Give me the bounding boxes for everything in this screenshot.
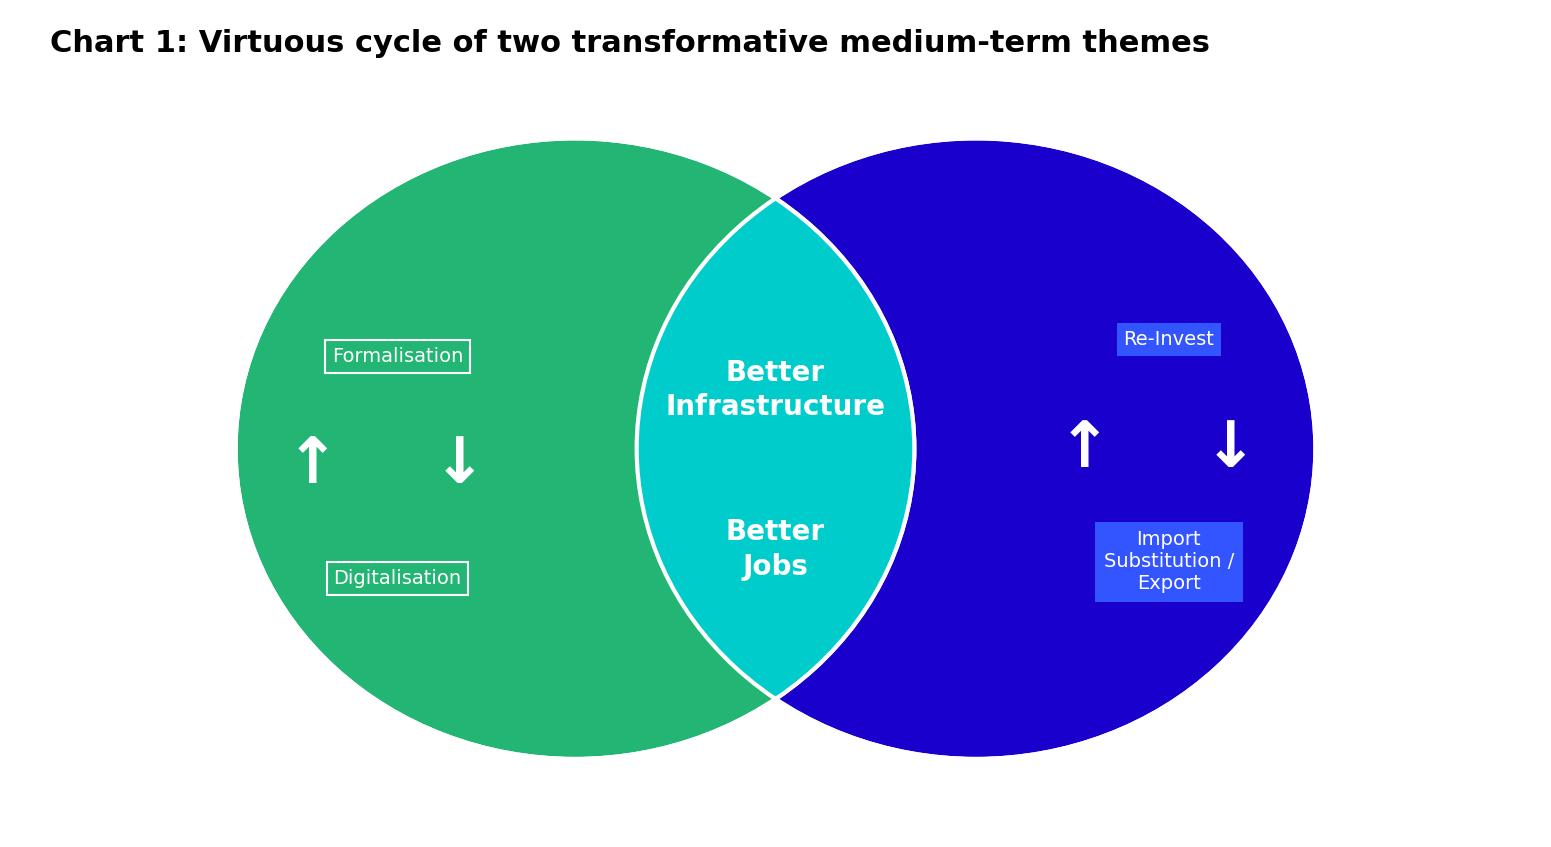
Ellipse shape bbox=[636, 138, 1315, 759]
Text: ↓: ↓ bbox=[1204, 418, 1258, 479]
Text: ↓: ↓ bbox=[433, 435, 485, 496]
Ellipse shape bbox=[636, 138, 1315, 759]
Text: Digitalisation: Digitalisation bbox=[333, 569, 462, 588]
Text: Better
Infrastructure: Better Infrastructure bbox=[665, 358, 886, 421]
Text: Import
Substitution /
Export: Import Substitution / Export bbox=[1104, 530, 1235, 594]
Text: Formalisation: Formalisation bbox=[332, 347, 464, 366]
Text: Re-Invest: Re-Invest bbox=[1123, 330, 1214, 349]
Text: ↑: ↑ bbox=[285, 435, 340, 496]
Text: Chart 1: Virtuous cycle of two transformative medium-term themes: Chart 1: Virtuous cycle of two transform… bbox=[51, 30, 1210, 58]
Text: Better
Jobs: Better Jobs bbox=[726, 518, 825, 580]
Ellipse shape bbox=[236, 138, 915, 759]
Text: ↑: ↑ bbox=[1058, 418, 1111, 479]
